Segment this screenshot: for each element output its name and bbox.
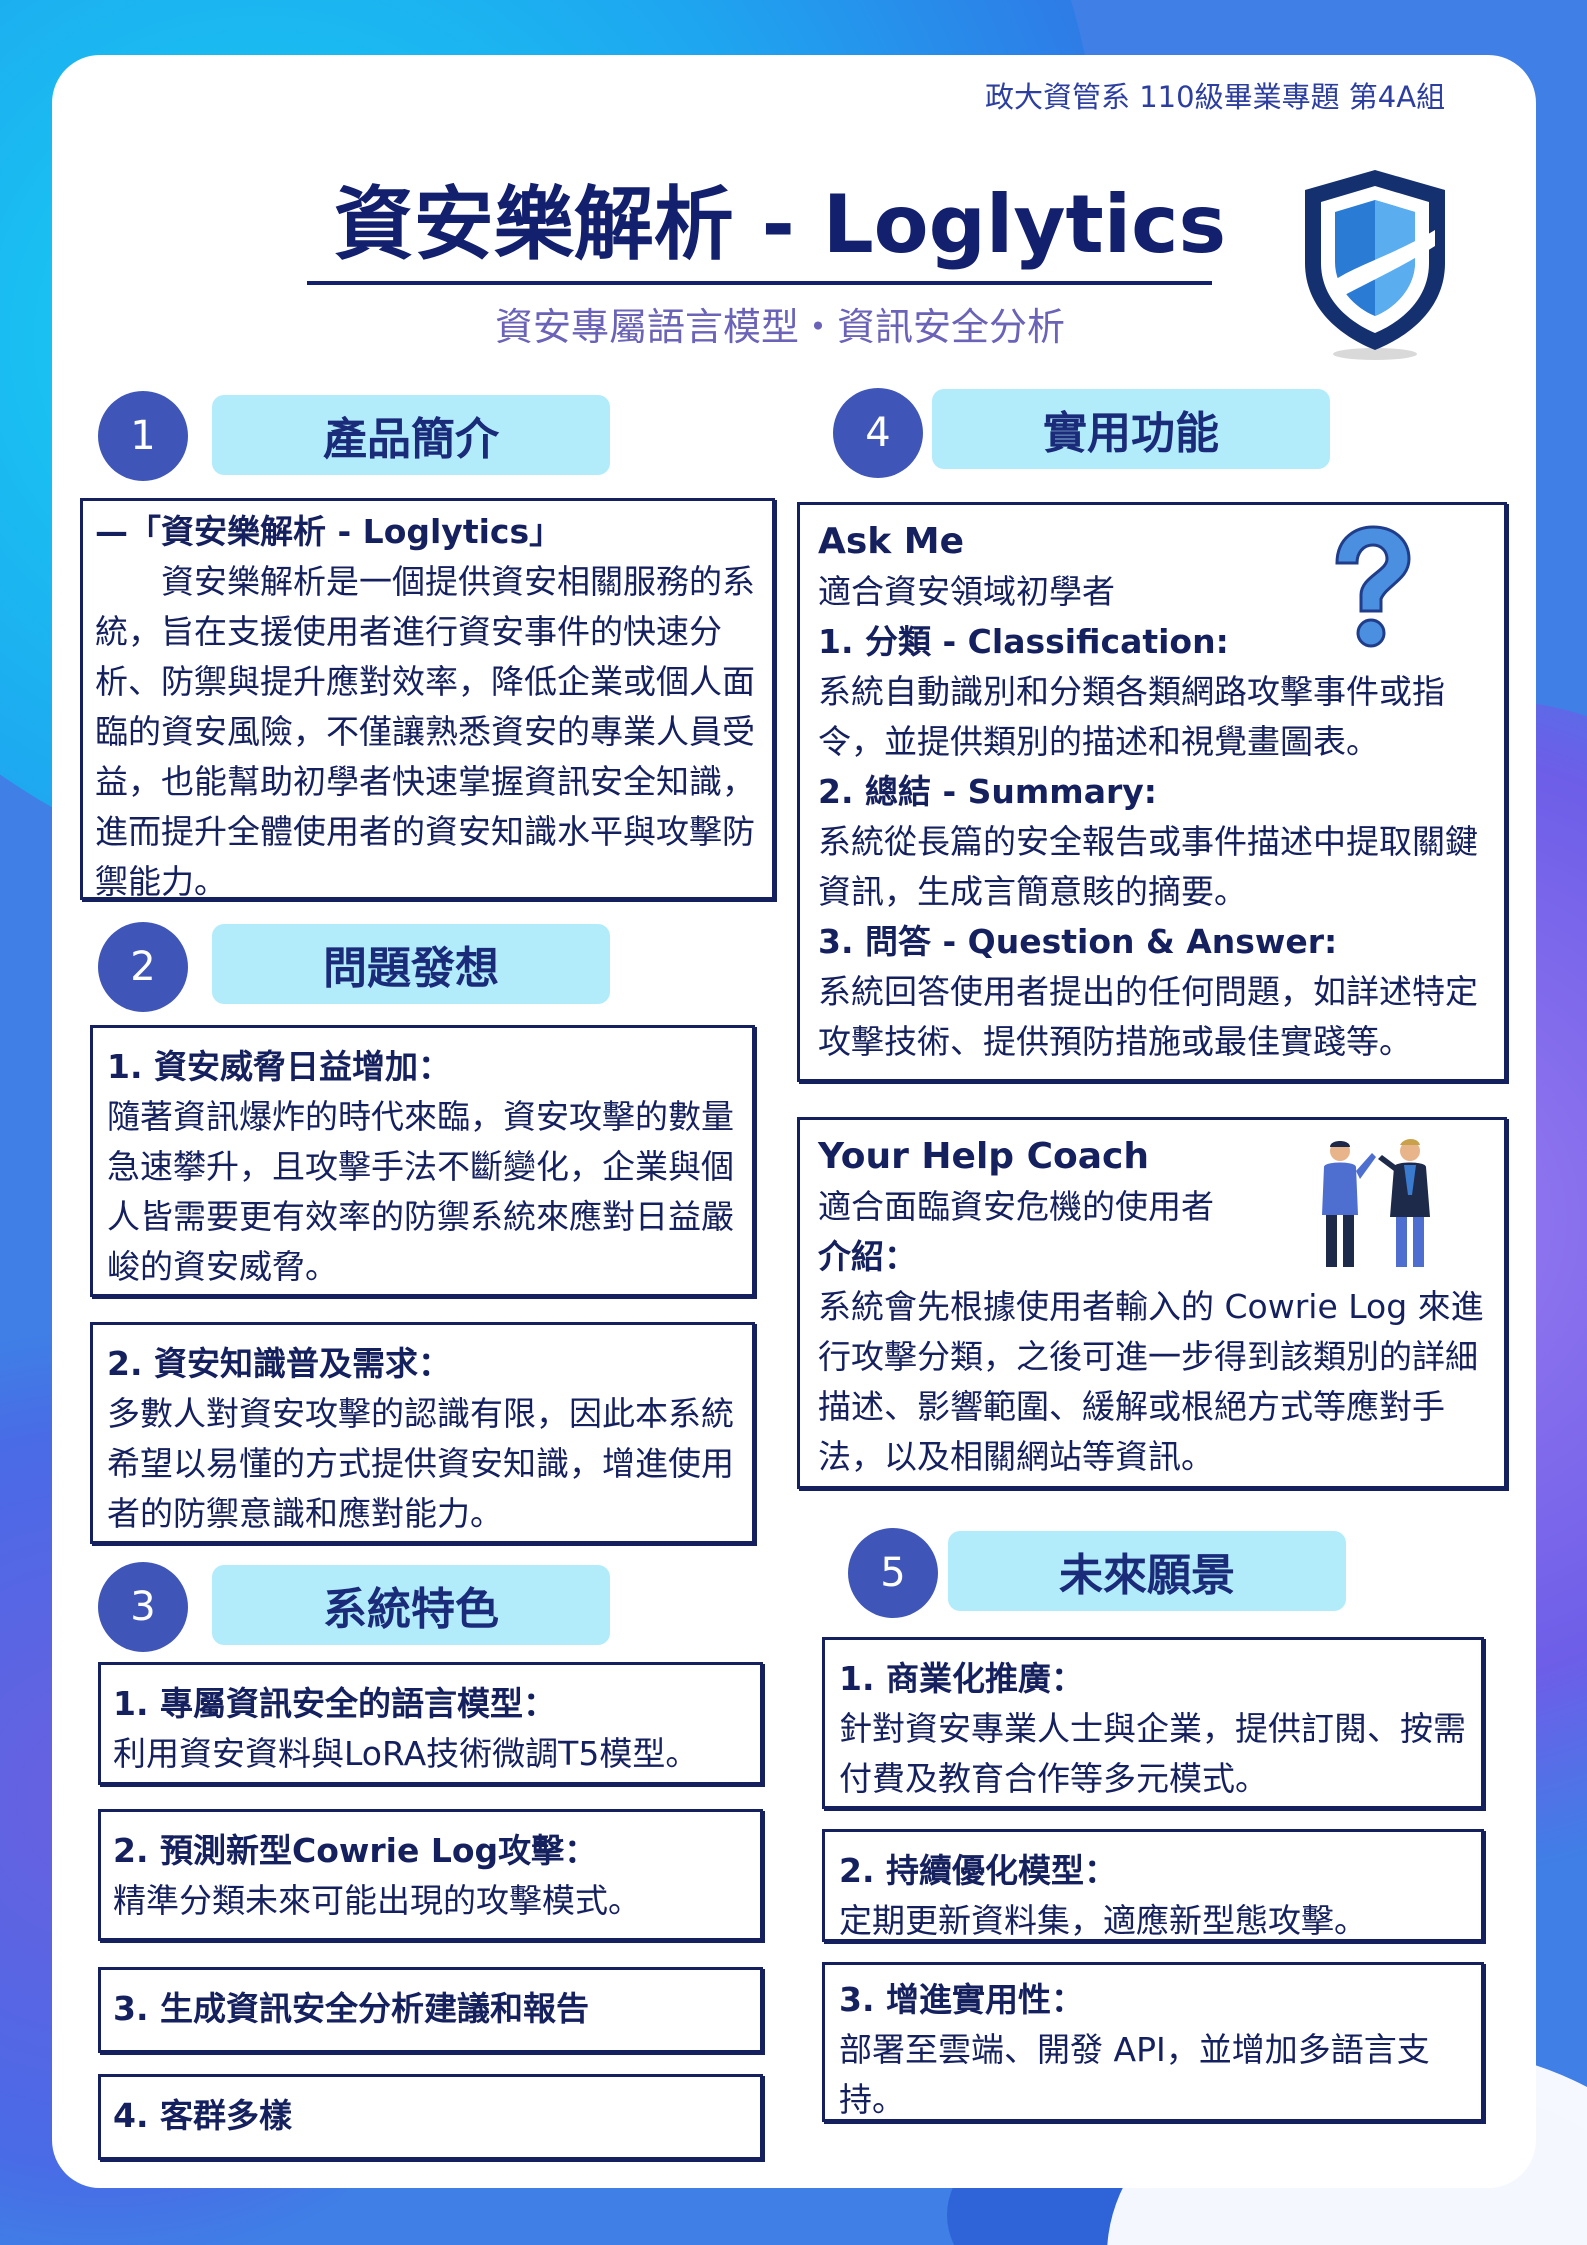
coach-box: Your Help Coach 適合面臨資安危機的使用者 介紹： 系統會先根據使… [797,1117,1507,1489]
section-1-title: 產品簡介 [212,395,610,475]
problem-item-2: 2. 資安知識普及需求： 多數人對資安攻擊的認識有限，因此本系統希望以易懂的方式… [90,1322,755,1544]
vision-item-3: 3. 增進實用性： 部署至雲端、開發 API，並增加多語言支持。 [822,1962,1484,2122]
askme-item-3-body: 系統回答使用者提出的任何問題，如詳述特定攻擊技術、提供預防措施或最佳實踐等。 [818,972,1478,1061]
feature-item-1-heading: 1. 專屬資訊安全的語言模型： [113,1684,556,1723]
problem-item-2-heading: 2. 資安知識普及需求： [107,1344,451,1383]
title-underline [307,281,1212,285]
feature-item-3-heading: 3. 生成資訊安全分析建議和報告 [113,1989,589,2028]
coach-heading: 介紹： [818,1237,917,1276]
section-5-title: 未來願景 [948,1531,1346,1611]
askme-item-1-heading: 1. 分類 - Classification: [818,622,1229,661]
vision-item-1-body: 針對資安專業人士與企業，提供訂閱、按需付費及教育合作等多元模式。 [839,1709,1466,1798]
intro-heading: —「資安樂解析 - Loglytics」 [95,512,563,551]
poster-title: 資安樂解析 - Loglytics [333,178,1227,271]
group-tag: 政大資管系 110級畢業專題 第4A組 [985,80,1446,114]
shield-logo-icon [1305,170,1445,360]
coach-audience: 適合面臨資安危機的使用者 [818,1187,1214,1226]
problem-item-2-body: 多數人對資安攻擊的認識有限，因此本系統希望以易懂的方式提供資安知識，增進使用者的… [107,1394,734,1533]
feature-item-4: 4. 客群多樣 [98,2074,763,2160]
problem-item-1: 1. 資安威脅日益增加： 隨著資訊爆炸的時代來臨，資安攻擊的數量急速攀升，且攻擊… [90,1025,755,1297]
vision-item-1: 1. 商業化推廣： 針對資安專業人士與企業，提供訂閱、按需付費及教育合作等多元模… [822,1637,1484,1809]
section-2-number: 2 [98,922,188,1012]
intro-box: —「資安樂解析 - Loglytics」 資安樂解析是一個提供資安相關服務的系統… [80,498,775,901]
vision-item-3-heading: 3. 增進實用性： [839,1980,1084,2019]
section-5-number: 5 [848,1528,938,1618]
vision-item-1-heading: 1. 商業化推廣： [839,1659,1084,1698]
question-mark-icon [1335,525,1411,648]
askme-box: Ask Me 適合資安領域初學者 1. 分類 - Classification:… [797,502,1507,1082]
section-2-title: 問題發想 [212,924,610,1004]
section-4-number: 4 [833,388,923,478]
section-4-title: 實用功能 [932,389,1330,469]
feature-item-2: 2. 預測新型Cowrie Log攻擊： 精準分類未來可能出現的攻擊模式。 [98,1809,763,1941]
feature-item-3: 3. 生成資訊安全分析建議和報告 [98,1967,763,2053]
feature-item-1: 1. 專屬資訊安全的語言模型： 利用資安資料與LoRA技術微調T5模型。 [98,1662,763,1785]
askme-audience: 適合資安領域初學者 [818,572,1115,611]
askme-name: Ask Me [818,521,965,562]
feature-item-1-body: 利用資安資料與LoRA技術微調T5模型。 [113,1734,699,1773]
section-1-number: 1 [98,391,188,481]
vision-item-2: 2. 持續優化模型： 定期更新資料集，適應新型態攻擊。 [822,1829,1484,1942]
poster-subtitle: 資安專屬語言模型・資訊安全分析 [494,305,1065,349]
intro-body: 資安樂解析是一個提供資安相關服務的系統，旨在支援使用者進行資安事件的快速分析、防… [95,562,755,901]
section-3-number: 3 [98,1562,188,1652]
problem-item-1-body: 隨著資訊爆炸的時代來臨，資安攻擊的數量急速攀升，且攻擊手法不斷變化，企業與個人皆… [107,1097,734,1286]
feature-item-2-body: 精準分類未來可能出現的攻擊模式。 [113,1881,641,1920]
coach-body: 系統會先根據使用者輸入的 Cowrie Log 來進行攻擊分類，之後可進一步得到… [818,1287,1484,1476]
vision-item-3-body: 部署至雲端、開發 API，並增加多語言支持。 [839,2030,1430,2119]
section-3-title: 系統特色 [212,1565,610,1645]
people-illustration-icon [1322,1139,1430,1267]
feature-item-4-heading: 4. 客群多樣 [113,2096,292,2135]
askme-item-1-body: 系統自動識別和分類各類網路攻擊事件或指令，並提供類別的描述和視覺畫圖表。 [818,672,1445,761]
vision-item-2-body: 定期更新資料集，適應新型態攻擊。 [839,1901,1367,1940]
problem-item-1-heading: 1. 資安威脅日益增加： [107,1047,451,1086]
vision-item-2-heading: 2. 持續優化模型： [839,1851,1117,1890]
feature-item-2-heading: 2. 預測新型Cowrie Log攻擊： [113,1831,598,1870]
coach-name: Your Help Coach [818,1136,1150,1177]
askme-item-3-heading: 3. 問答 - Question & Answer: [818,922,1338,961]
askme-item-2-body: 系統從長篇的安全報告或事件描述中提取關鍵資訊，生成言簡意賅的摘要。 [818,822,1478,911]
askme-item-2-heading: 2. 總結 - Summary: [818,772,1157,811]
